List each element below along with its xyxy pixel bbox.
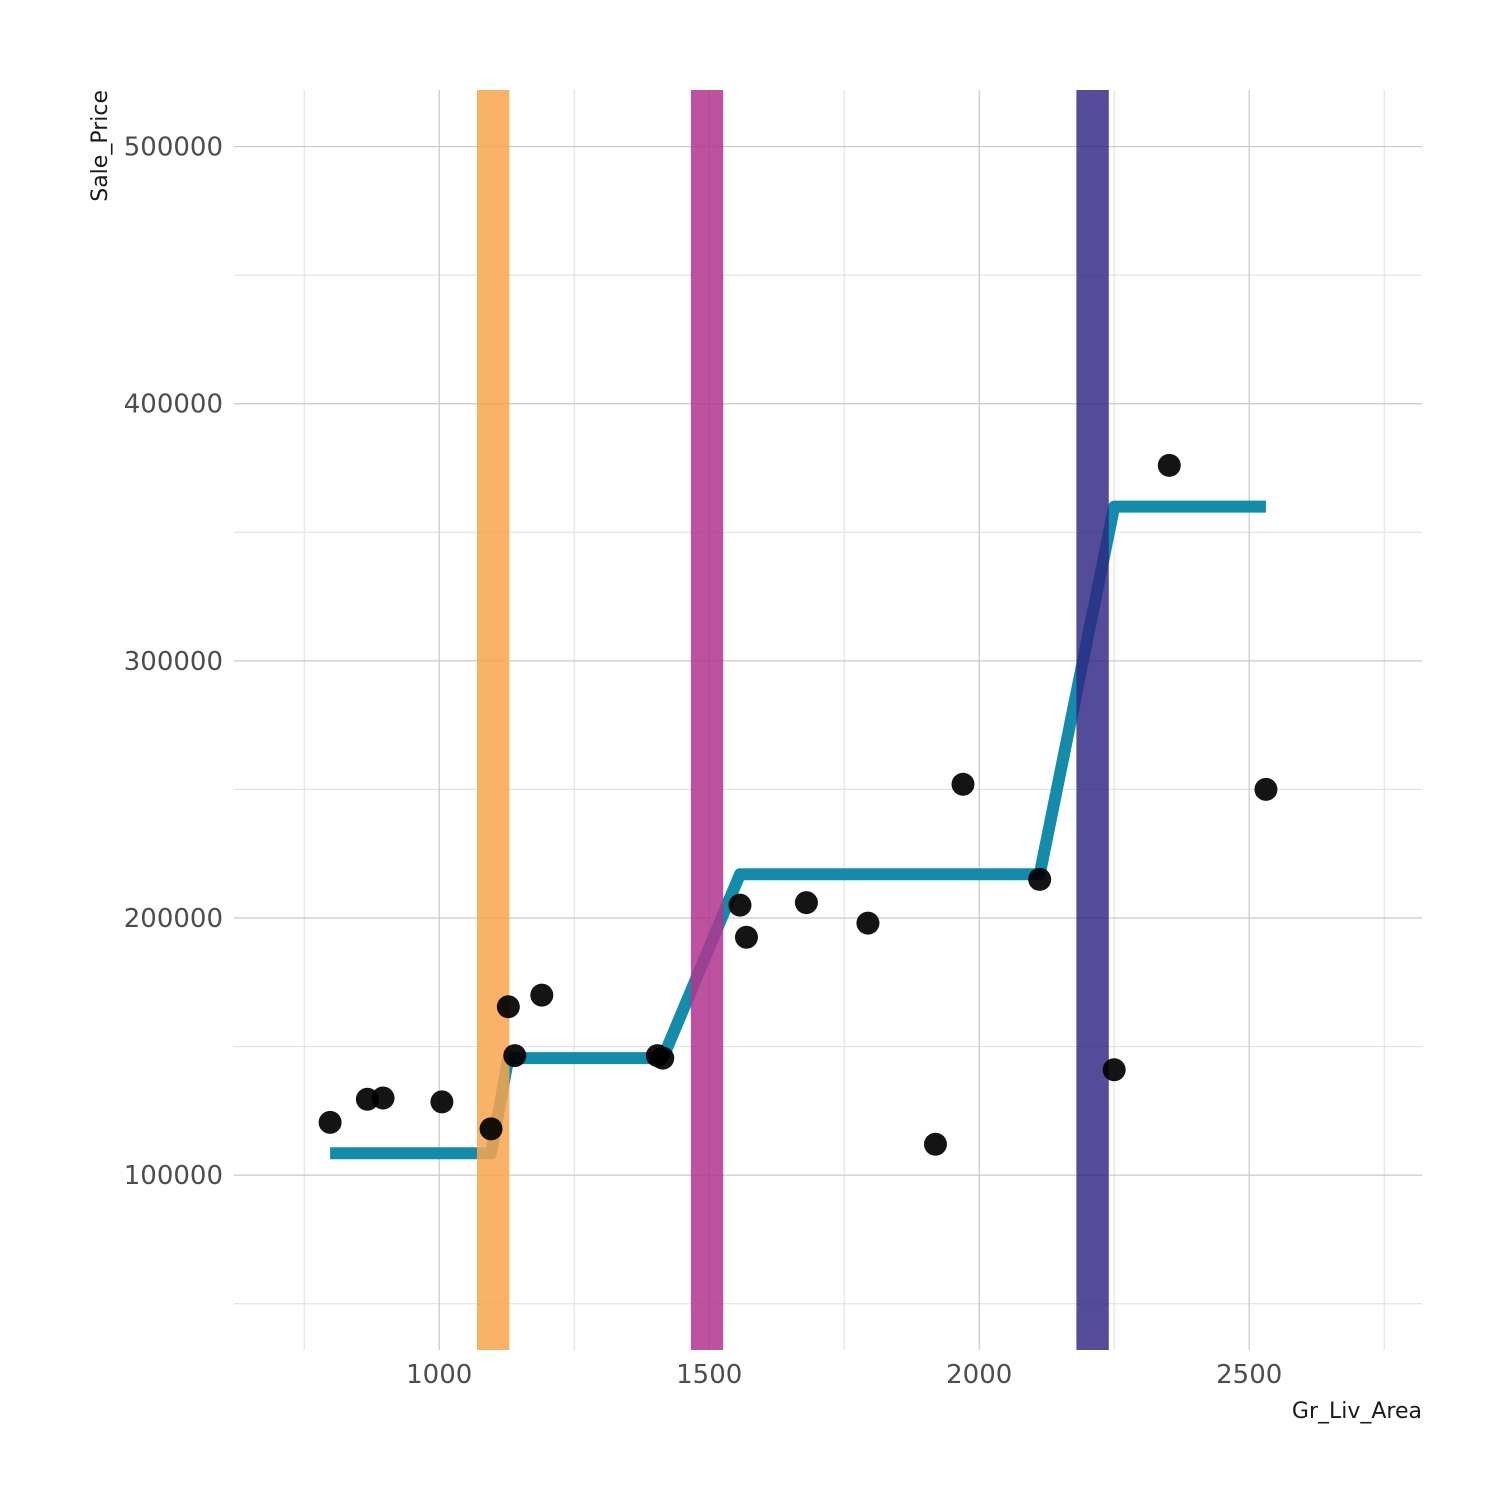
y-tick-label: 300000 xyxy=(124,647,223,677)
data-point xyxy=(479,1117,503,1141)
x-tick-label: 2500 xyxy=(1216,1360,1282,1390)
y-axis-title: Sale_Price xyxy=(88,90,113,202)
y-tick-label: 200000 xyxy=(124,904,223,934)
data-point xyxy=(734,925,758,949)
highlight-band xyxy=(690,90,724,1350)
data-point xyxy=(651,1046,675,1070)
data-points xyxy=(318,453,1278,1156)
y-tick-label: 400000 xyxy=(124,390,223,420)
data-point xyxy=(951,772,975,796)
data-point xyxy=(728,893,752,917)
data-point xyxy=(1028,867,1052,891)
data-point xyxy=(496,995,520,1019)
data-point xyxy=(794,891,818,915)
x-axis-tick-labels: 1000 1500 2000 2500 xyxy=(406,1360,1282,1390)
data-point xyxy=(371,1086,395,1110)
data-point xyxy=(318,1110,342,1134)
y-tick-label: 500000 xyxy=(124,133,223,163)
data-point xyxy=(530,983,554,1007)
y-axis-tick-labels: 100000 200000 300000 400000 500000 xyxy=(124,133,223,1192)
data-point xyxy=(430,1090,454,1114)
x-tick-label: 1500 xyxy=(676,1360,742,1390)
data-point xyxy=(1102,1058,1126,1082)
highlight-band xyxy=(477,90,510,1350)
data-point xyxy=(923,1132,947,1156)
data-point xyxy=(1157,453,1181,477)
data-point xyxy=(856,911,880,935)
data-point xyxy=(1254,777,1278,801)
x-tick-label: 2000 xyxy=(946,1360,1012,1390)
highlight-band xyxy=(1076,90,1109,1350)
y-tick-label: 100000 xyxy=(124,1161,223,1191)
x-axis-title: Gr_Liv_Area xyxy=(1292,1399,1422,1424)
x-tick-label: 1000 xyxy=(406,1360,472,1390)
data-point xyxy=(503,1044,527,1068)
